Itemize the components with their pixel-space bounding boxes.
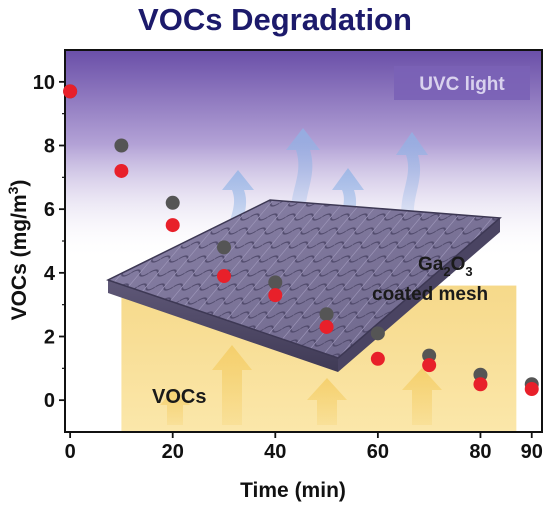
y-tick-label: 2 [44,327,55,349]
x-axis-label: Time (min) [240,479,346,502]
vocs-arrow [160,388,190,425]
red-data-point [473,377,488,392]
gray-data-point [319,307,334,322]
red-data-point [114,163,129,178]
red-data-point [268,288,283,303]
vocs-arrow [212,345,252,425]
red-data-point [370,351,385,366]
gray-data-point [217,240,231,255]
vocs-flow-arrows [160,345,442,425]
vocs-label: VOCs [152,386,206,408]
y-axis-label-sup: 3 [5,186,21,194]
red-data-point [319,319,334,334]
y-tick-label: 4 [44,263,56,285]
x-tick-label: 80 [469,441,491,463]
x-tick-label: 60 [367,441,389,463]
gray-data-point [268,275,283,290]
y-tick-label: 10 [33,72,55,94]
uvc-label-box [394,66,530,100]
x-tick-label: 20 [162,441,184,463]
y-axis-label: VOCs (mg/m3) [5,180,31,321]
degraded-gas-arrow [396,132,428,225]
axes: 0 20 40 60 80 90 0 2 4 6 8 10 [33,49,543,463]
x-tick-label: 0 [65,441,76,463]
red-data-point [217,269,231,284]
gray-data-point [370,326,385,341]
uvc-light-label: UVC light [419,74,505,95]
vocs-arrow [307,378,347,425]
data-points [63,84,539,397]
degraded-gas-arrow [286,128,320,225]
mesh-formula-sub2: 2 [443,264,450,279]
mesh-formula-ga: Ga [418,254,444,275]
mesh-label-line2: coated mesh [372,284,488,305]
mesh-formula-sub3: 3 [465,264,472,279]
y-axis-label-close: ) [8,180,31,187]
gray-data-point [165,195,180,210]
vocs-arrow [402,368,442,425]
red-data-point [165,218,180,233]
mesh-formula-o: O [451,254,466,275]
y-tick-label: 0 [44,390,55,412]
red-data-point [63,84,78,99]
y-tick-label: 8 [44,136,55,158]
y-axis-label-main: VOCs (mg/m [8,194,31,320]
x-tick-label: 90 [521,441,543,463]
y-tick-label: 6 [44,199,55,221]
mesh-formula-label: Ga2O3 [418,254,473,279]
chart-title: VOCs Degradation [138,2,412,37]
red-data-point [422,358,437,373]
red-data-point [524,382,539,397]
gray-data-point [114,138,129,153]
x-tick-label: 40 [264,441,286,463]
